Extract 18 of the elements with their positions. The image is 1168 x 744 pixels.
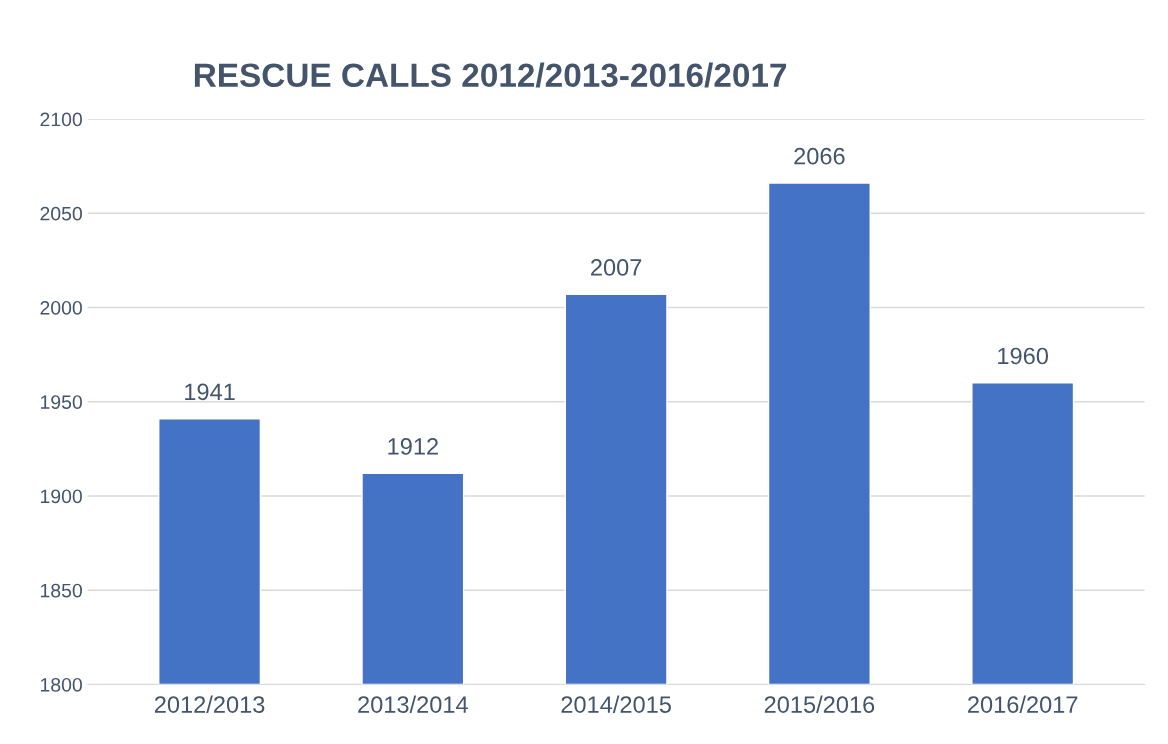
x-tick-label: 2014/2015 <box>561 695 671 713</box>
y-tick-label: 1800 <box>40 677 82 692</box>
data-label: 2066 <box>794 147 845 165</box>
data-label: 1960 <box>998 347 1049 365</box>
data-label: 1912 <box>388 438 438 455</box>
data-label: 1941 <box>185 383 235 401</box>
x-tick-label: 2013/2014 <box>358 695 468 713</box>
data-label: 2007 <box>591 259 642 276</box>
y-tick-label: 2050 <box>40 206 82 221</box>
chart-title: RESCUE CALLS 2012/2013-2016/2017 <box>194 62 787 88</box>
y-tick-label: 2000 <box>40 300 82 315</box>
y-tick-label: 1900 <box>40 489 82 504</box>
x-tick-label: 2016/2017 <box>968 695 1078 713</box>
x-tick-label: 2012/2013 <box>154 695 265 713</box>
y-tick-label: 1950 <box>40 395 82 409</box>
y-tick-label: 2100 <box>40 112 82 127</box>
y-tick-label: 1850 <box>40 583 82 598</box>
x-tick-label: 2015/2016 <box>764 695 875 713</box>
